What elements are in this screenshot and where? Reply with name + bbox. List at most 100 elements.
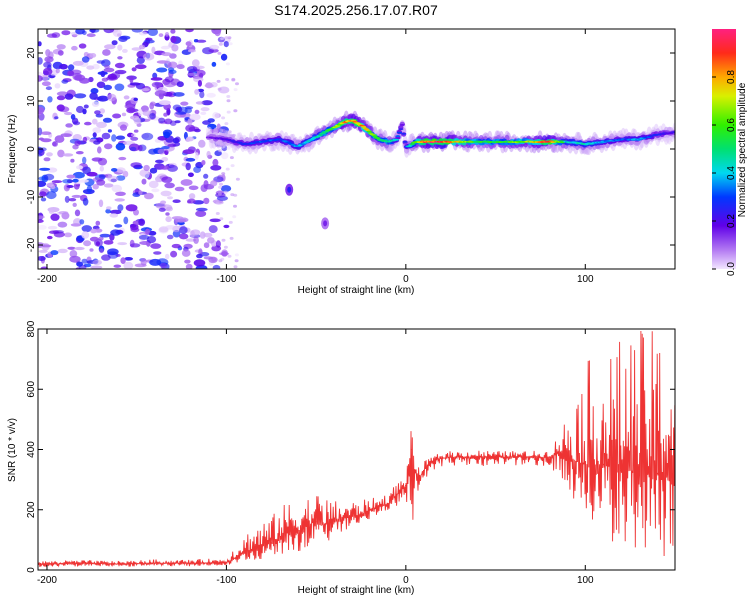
heatmap-cell (233, 109, 238, 113)
snr-point (410, 448, 413, 451)
heatmap-cell (69, 250, 78, 258)
heatmap-cell (180, 179, 193, 186)
heatmap-cell (101, 132, 111, 140)
heatmap-cell (185, 41, 192, 47)
heatmap-cell (171, 44, 179, 52)
heatmap-y-axis: -20 -10 0 10 20 (26, 47, 675, 252)
heatmap-cell (187, 172, 194, 178)
x-tick-label: 0 (403, 274, 409, 285)
snr-point (458, 456, 461, 458)
heatmap-cell (199, 91, 205, 99)
heatmap-cell (67, 64, 75, 71)
snr-point (396, 493, 398, 496)
heatmap-cell (117, 242, 128, 246)
heatmap-cell (57, 248, 68, 254)
heatmap-cell (107, 93, 117, 102)
heatmap-cell (220, 185, 232, 192)
heatmap-cell (115, 142, 126, 151)
heatmap-cell (113, 264, 122, 268)
heatmap-cell (81, 225, 93, 233)
heatmap-cell (83, 51, 89, 58)
snr-point (360, 515, 362, 517)
heatmap-cell (109, 213, 119, 218)
heatmap-cell (672, 131, 675, 134)
heatmap-cell (103, 29, 115, 34)
heatmap-cell (150, 243, 162, 249)
heatmap-cell (130, 136, 139, 141)
heatmap-cell (109, 209, 122, 215)
heatmap-cell (200, 107, 210, 112)
heatmap-cell (151, 188, 160, 193)
heatmap-cell (45, 86, 53, 91)
heatmap-cell (43, 61, 52, 68)
heatmap-cell (89, 29, 100, 33)
heatmap-cell (163, 81, 176, 88)
heatmap-cell (156, 60, 169, 64)
heatmap-cell (225, 167, 230, 171)
heatmap-cell (86, 33, 96, 38)
heatmap-cell (158, 207, 166, 212)
snr-point (557, 451, 560, 454)
heatmap-cell (198, 139, 206, 148)
heatmap-cell (194, 109, 200, 115)
heatmap-cell (196, 39, 207, 43)
heatmap-cell (76, 165, 83, 170)
heatmap-cell (160, 45, 170, 50)
heatmap-cell (40, 266, 48, 269)
heatmap-cell (98, 199, 104, 208)
heatmap-cell (131, 133, 136, 137)
heatmap-cell (43, 67, 53, 76)
heatmap-cell (130, 162, 142, 168)
heatmap-cell (235, 177, 240, 181)
heatmap-cell (213, 176, 224, 183)
heatmap-cell (40, 197, 47, 202)
y-tick-label: 600 (26, 380, 37, 397)
heatmap-cell (90, 265, 103, 269)
heatmap-cell (65, 123, 73, 128)
heatmap-cell (114, 83, 125, 91)
heatmap-cell (39, 191, 47, 197)
heatmap-cell (210, 180, 218, 187)
colorbar-label: Normalized spectral amplitude (737, 82, 748, 217)
heatmap-cell (38, 41, 42, 47)
heatmap-cell (61, 79, 69, 84)
snr-y-axis: 0 200 400 600 800 (26, 320, 675, 573)
heatmap-cell (110, 229, 121, 236)
heatmap-cell (221, 152, 229, 160)
heatmap-cell (117, 56, 123, 60)
heatmap-cells (38, 29, 675, 269)
heatmap-cell (125, 204, 138, 212)
snr-point (82, 562, 84, 565)
colorbar-ticks: 0.0 0.2 0.4 0.6 0.8 (712, 70, 737, 276)
y-tick-label: 0 (26, 567, 37, 573)
heatmap-cell (233, 88, 238, 92)
heatmap-cell (98, 236, 104, 241)
heatmap-cell (181, 249, 191, 257)
heatmap-cell (74, 93, 87, 99)
heatmap-cell (129, 75, 134, 84)
heatmap-cell (71, 194, 82, 198)
heatmap-cell (199, 231, 206, 239)
heatmap-cell (160, 190, 172, 197)
snr-point (333, 521, 335, 523)
heatmap-cell (114, 198, 125, 202)
heatmap-cell (393, 138, 400, 141)
heatmap-cell (210, 165, 222, 171)
heatmap-cell (164, 182, 175, 189)
heatmap-cell (48, 230, 60, 234)
heatmap-cell (398, 128, 404, 131)
heatmap-cell (117, 44, 123, 51)
heatmap-cell (140, 258, 147, 266)
heatmap-cell (217, 192, 222, 196)
heatmap-cell (148, 230, 157, 236)
heatmap-cell (226, 99, 231, 103)
snr-point (494, 456, 497, 458)
heatmap-cell (174, 136, 181, 143)
heatmap-cell (166, 206, 173, 212)
heatmap-cell (179, 233, 189, 240)
heatmap-cell (224, 122, 229, 126)
heatmap-cell (168, 69, 177, 75)
heatmap-cell (286, 141, 292, 144)
heatmap-cell (221, 116, 226, 120)
